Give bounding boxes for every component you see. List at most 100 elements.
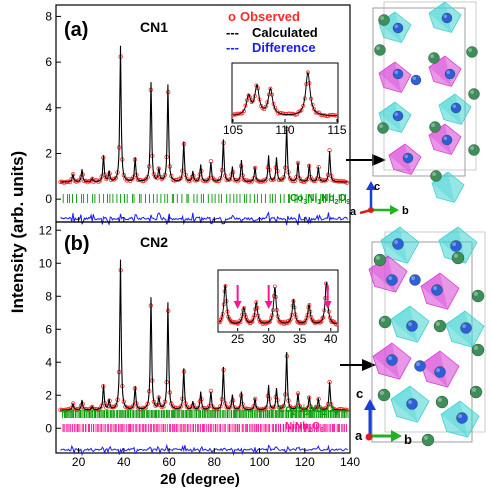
inset-x-tick-label: 110: [275, 123, 294, 137]
inset-x-tick-label: 105: [223, 123, 243, 137]
legend-difference: Difference: [252, 40, 316, 55]
green-atom: [469, 385, 483, 399]
green-atom-highlight: [473, 291, 478, 296]
inset-calculated-line: [218, 282, 337, 325]
inset-marker-arrow: [323, 301, 332, 309]
inset-observed-point: [263, 104, 268, 109]
green-atom-highlight: [468, 48, 473, 52]
y-tick-label: 2: [45, 388, 52, 402]
green-atom: [435, 395, 449, 409]
inset-x-tick-label: 25: [231, 332, 245, 346]
green-atom: [377, 122, 389, 134]
y-tick-label: 4: [45, 101, 52, 115]
blue-atom: [444, 68, 456, 80]
green-atom: [378, 14, 390, 26]
legend-calculated: Calculated: [252, 25, 318, 40]
panel-a-inset: 105 110 115: [223, 62, 347, 137]
x-tick-label: 80: [208, 455, 222, 469]
octahedron-face: [373, 343, 400, 380]
observed-point: [178, 175, 183, 181]
panel-a: (a) CN1 o Observed --- Calculated --- Di…: [45, 4, 351, 226]
observed-point: [218, 176, 223, 181]
blue-atom-highlight: [408, 322, 413, 327]
green-atom-highlight: [430, 54, 435, 58]
x-axis-ticks: 20 40 60 80 100 120 140: [72, 217, 360, 469]
blue-atom: [392, 110, 404, 122]
panel-a-phase-label: Co3Ni1Nb2O9: [290, 193, 350, 206]
panel-b-inset: 25 30 35 40: [217, 269, 339, 346]
green-atom-highlight: [470, 146, 475, 150]
y-tick-label: 2: [45, 146, 52, 160]
green-atom: [421, 433, 435, 447]
inset-calculated-line: [232, 70, 338, 117]
x-tick-label: 140: [340, 455, 360, 469]
x-tick-label: 120: [295, 455, 315, 469]
inset-observed-point: [315, 110, 320, 115]
axis-c-a: c: [374, 181, 380, 193]
observed-point: [178, 404, 183, 409]
green-atom-highlight: [423, 435, 428, 440]
blue-atom-highlight: [411, 276, 416, 281]
blue-atom: [460, 322, 472, 334]
blue-atom-highlight: [458, 414, 463, 419]
inset-a-plot: 105 110 115: [223, 70, 347, 137]
blue-atom: [392, 68, 404, 80]
blue-atom-highlight: [452, 242, 457, 246]
green-atom-highlight: [432, 172, 437, 176]
blue-atom-highlight: [452, 104, 456, 108]
arrow-a: [346, 154, 386, 166]
x-tick-label: 100: [250, 455, 270, 469]
blue-atom-highlight: [394, 70, 398, 74]
blue-atom-highlight: [408, 400, 413, 405]
inset-observed-point: [235, 321, 240, 326]
observed-point: [113, 175, 119, 181]
green-atom-highlight: [376, 46, 381, 50]
calculated-line: [60, 45, 348, 183]
green-atom: [451, 251, 465, 265]
panel-a-letter: (a): [64, 19, 88, 41]
observed-point: [291, 178, 296, 183]
green-atom: [428, 52, 440, 64]
y-tick-label: 12: [39, 223, 53, 237]
green-atom: [378, 315, 392, 329]
green-atom-highlight: [379, 124, 384, 128]
green-atom: [471, 343, 485, 357]
inset-observed-point: [334, 322, 339, 327]
inset-marker-arrow: [264, 301, 273, 309]
panel-b-plot: [58, 259, 350, 457]
observed-point: [196, 405, 201, 410]
axis-a-a: a: [350, 206, 357, 218]
calculated-line: [60, 259, 348, 411]
x-tick-label: 60: [162, 455, 176, 469]
panel-b-ticks: 0 2 4 6 8 10 12: [39, 223, 61, 435]
axis-b-a: b: [402, 205, 409, 217]
observed-point: [143, 405, 149, 410]
green-atom-highlight: [380, 16, 385, 21]
observed-point: [324, 405, 329, 411]
green-atom: [468, 88, 480, 100]
octahedron-face: [429, 2, 452, 33]
green-atom-highlight: [375, 255, 380, 260]
blue-atom: [386, 354, 398, 366]
blue-atom-highlight: [388, 356, 393, 361]
legend-difference-symbol: ---: [226, 40, 239, 55]
inset-observed-point: [274, 108, 279, 113]
observed-point: [113, 403, 119, 408]
green-atom: [466, 46, 478, 58]
blue-atom: [431, 284, 443, 296]
blue-atom: [406, 398, 418, 410]
inset-observed-point: [218, 317, 223, 322]
y-tick-label: 0: [45, 192, 52, 206]
crystal-structure-a: [372, 1, 480, 203]
inset-x-tick-label: 30: [262, 332, 276, 346]
axis-c-b: c: [356, 386, 363, 401]
blue-atom: [410, 74, 422, 86]
x-axis-label: 2θ (degree): [160, 471, 240, 488]
legend-observed-symbol: o: [228, 9, 236, 24]
blue-atom-highlight: [462, 324, 467, 329]
blue-atom: [386, 274, 398, 286]
blue-atom: [392, 22, 404, 34]
legend-calculated-symbol: ---: [226, 25, 239, 40]
